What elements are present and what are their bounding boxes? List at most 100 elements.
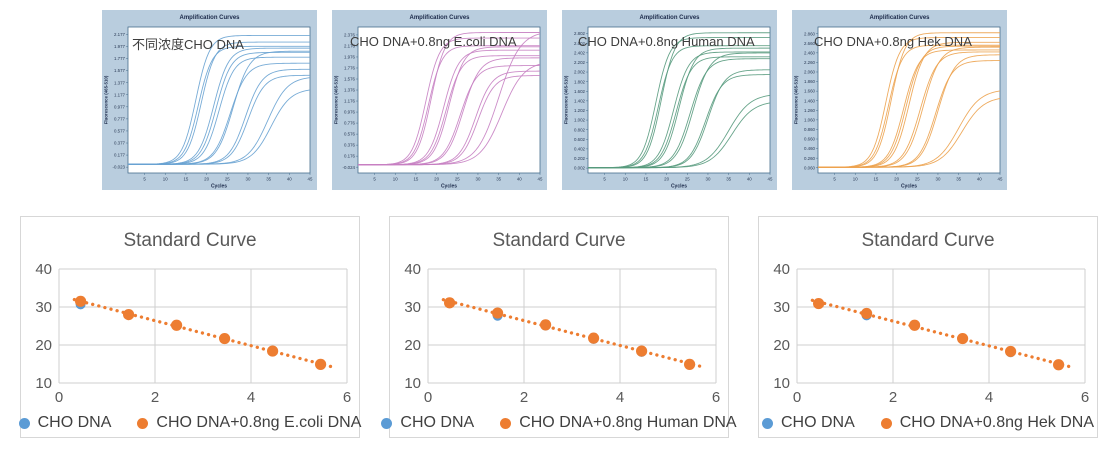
sample-label: CHO DNA+0.8ng Human DNA bbox=[578, 34, 755, 49]
svg-text:1.776: 1.776 bbox=[344, 66, 356, 71]
svg-text:1.176: 1.176 bbox=[344, 99, 356, 104]
chart-title: Amplification Curves bbox=[869, 15, 930, 21]
svg-text:2.602: 2.602 bbox=[574, 41, 586, 46]
legend-item: CHO DNA+0.8ng E.coli DNA bbox=[137, 414, 361, 432]
svg-text:5: 5 bbox=[833, 177, 836, 182]
svg-text:1.977: 1.977 bbox=[114, 44, 126, 49]
svg-text:0.202: 0.202 bbox=[574, 156, 586, 161]
legend-item: CHO DNA+0.8ng Hek DNA bbox=[880, 414, 1095, 432]
svg-text:2.177: 2.177 bbox=[114, 32, 126, 37]
svg-text:45: 45 bbox=[538, 177, 543, 182]
svg-text:45: 45 bbox=[308, 177, 313, 182]
svg-text:0.376: 0.376 bbox=[344, 143, 356, 148]
svg-text:20: 20 bbox=[894, 177, 899, 182]
legend-marker-circle bbox=[880, 417, 892, 429]
svg-text:20: 20 bbox=[404, 337, 421, 354]
svg-text:5: 5 bbox=[373, 177, 376, 182]
chart-legend: CHO DNA CHO DNA+0.8ng Hek DNA bbox=[759, 409, 1097, 437]
legend-item: CHO DNA bbox=[18, 414, 111, 432]
amplification-chart: 2.177 1.977 1.777 1.577 1.377 1.177 0.977 0.777… bbox=[104, 26, 313, 190]
svg-text:0.460: 0.460 bbox=[804, 146, 816, 151]
sample-label: CHO DNA+0.8ng E.coli DNA bbox=[350, 34, 517, 49]
svg-text:0: 0 bbox=[55, 389, 63, 406]
svg-text:35: 35 bbox=[956, 177, 961, 182]
svg-text:0.576: 0.576 bbox=[344, 132, 356, 137]
svg-text:0.660: 0.660 bbox=[804, 137, 816, 142]
svg-text:45: 45 bbox=[768, 177, 773, 182]
legend-item: CHO DNA bbox=[761, 414, 855, 432]
svg-text:1.802: 1.802 bbox=[574, 79, 586, 84]
svg-text:4: 4 bbox=[247, 389, 255, 406]
svg-text:25: 25 bbox=[455, 177, 460, 182]
svg-text:25: 25 bbox=[915, 177, 920, 182]
legend-label: CHO DNA bbox=[400, 414, 475, 431]
svg-text:0: 0 bbox=[424, 389, 432, 406]
svg-text:2: 2 bbox=[520, 389, 528, 406]
svg-text:-0.024: -0.024 bbox=[343, 165, 356, 170]
legend-item: CHO DNA+0.8ng Human DNA bbox=[500, 414, 737, 432]
svg-text:40: 40 bbox=[747, 177, 752, 182]
svg-text:40: 40 bbox=[287, 177, 292, 182]
svg-text:20: 20 bbox=[434, 177, 439, 182]
svg-text:15: 15 bbox=[413, 177, 418, 182]
standard-curve-chart: 10 20 30 40 0 2 4 6 bbox=[35, 261, 351, 406]
svg-text:2.376: 2.376 bbox=[344, 33, 356, 38]
amplification-panel-ecoli: Amplification Curves CHO DNA+0.8ng E.col… bbox=[332, 10, 547, 190]
svg-text:1.976: 1.976 bbox=[344, 55, 356, 60]
svg-text:0.060: 0.060 bbox=[804, 165, 816, 170]
svg-text:Cycles: Cycles bbox=[441, 184, 457, 190]
svg-text:2.660: 2.660 bbox=[804, 41, 816, 46]
chart-title: Standard Curve bbox=[492, 230, 626, 251]
svg-text:0.977: 0.977 bbox=[114, 104, 126, 109]
svg-text:0: 0 bbox=[793, 389, 801, 406]
svg-text:0.002: 0.002 bbox=[574, 166, 586, 171]
svg-text:2.202: 2.202 bbox=[574, 60, 586, 65]
svg-text:0.402: 0.402 bbox=[574, 146, 586, 151]
svg-text:1.577: 1.577 bbox=[114, 68, 126, 73]
svg-text:2.460: 2.460 bbox=[804, 50, 816, 55]
svg-text:Fluorescence (465-510): Fluorescence (465-510) bbox=[794, 75, 799, 124]
svg-text:0.776: 0.776 bbox=[344, 121, 356, 126]
svg-text:2.060: 2.060 bbox=[804, 70, 816, 75]
svg-text:4: 4 bbox=[616, 389, 624, 406]
svg-text:1.860: 1.860 bbox=[804, 79, 816, 84]
svg-text:0.602: 0.602 bbox=[574, 137, 586, 142]
standard-curve-row: Standard Curve 10 20 30 40 0 2 4 6 CHO DNA CHO … bbox=[18, 216, 1098, 438]
svg-text:1.402: 1.402 bbox=[574, 98, 586, 103]
standard-curve-panel-hek: Standard Curve 10 20 30 40 0 2 4 6 CHO DNA CHO … bbox=[758, 216, 1098, 438]
svg-text:15: 15 bbox=[643, 177, 648, 182]
legend-label: CHO DNA+0.8ng Hek DNA bbox=[899, 414, 1095, 431]
svg-text:35: 35 bbox=[496, 177, 501, 182]
svg-text:0.802: 0.802 bbox=[574, 127, 586, 132]
standard-curve-panel-ecoli: Standard Curve 10 20 30 40 0 2 4 6 CHO DNA CHO … bbox=[18, 216, 361, 438]
svg-text:2.176: 2.176 bbox=[344, 44, 356, 49]
chart-title: Amplification Curves bbox=[639, 15, 700, 21]
svg-text:Cycles: Cycles bbox=[671, 184, 687, 190]
svg-text:20: 20 bbox=[773, 337, 790, 354]
svg-text:1.377: 1.377 bbox=[114, 80, 126, 85]
svg-text:Cycles: Cycles bbox=[901, 184, 917, 190]
standard-curve-panel-human: Standard Curve 10 20 30 40 0 2 4 6 CHO DNA CHO … bbox=[381, 216, 737, 438]
svg-text:6: 6 bbox=[1081, 389, 1089, 406]
svg-text:2.402: 2.402 bbox=[574, 50, 586, 55]
chart-legend: CHO DNA CHO DNA+0.8ng Human DNA bbox=[381, 409, 737, 437]
chart-title: Amplification Curves bbox=[409, 15, 470, 21]
legend-marker-circle bbox=[500, 417, 512, 429]
svg-text:0.577: 0.577 bbox=[114, 129, 126, 134]
svg-text:1.777: 1.777 bbox=[114, 56, 126, 61]
amplification-panel-human: Amplification Curves CHO DNA+0.8ng Human… bbox=[562, 10, 777, 190]
svg-text:-0.023: -0.023 bbox=[113, 165, 126, 170]
amplification-panel-hek: Amplification Curves CHO DNA+0.8ng Hek D… bbox=[792, 10, 1007, 190]
svg-text:0.177: 0.177 bbox=[114, 153, 126, 158]
svg-text:2.002: 2.002 bbox=[574, 70, 586, 75]
chart-title: Amplification Curves bbox=[179, 15, 240, 21]
legend-marker-circle bbox=[381, 417, 393, 429]
chart-legend: CHO DNA CHO DNA+0.8ng E.coli DNA bbox=[18, 409, 361, 437]
svg-text:40: 40 bbox=[35, 261, 52, 278]
sample-label: 不同浓度CHO DNA bbox=[132, 37, 244, 52]
svg-text:1.002: 1.002 bbox=[574, 118, 586, 123]
amplification-panel-cho: Amplification Curves 不同浓度CHO DNA 2.177 1.… bbox=[102, 10, 317, 190]
amplification-chart: 2.860 2.660 2.460 2.260 2.060 1.860 1.660 1.460… bbox=[794, 26, 1003, 190]
svg-text:30: 30 bbox=[476, 177, 481, 182]
